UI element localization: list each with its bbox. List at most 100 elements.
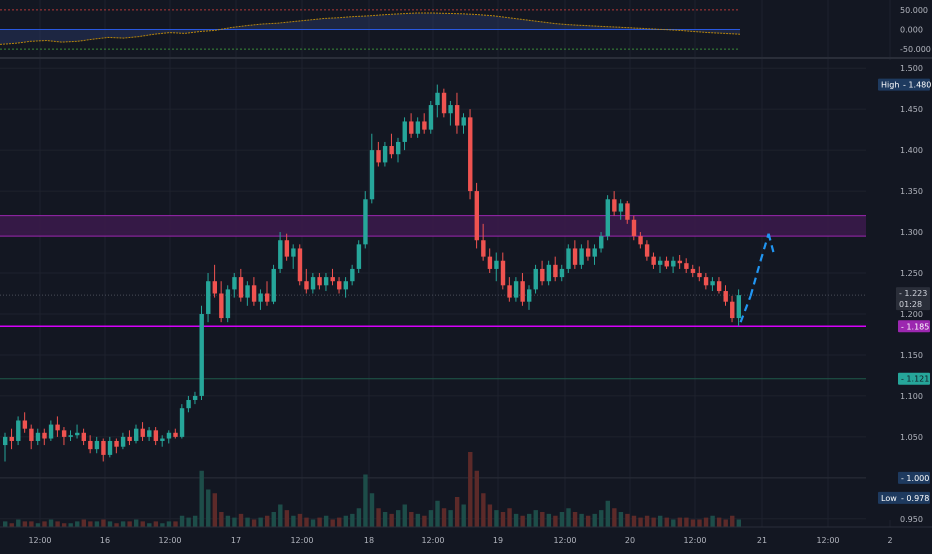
horizontal-lines[interactable]	[0, 294, 866, 479]
forecast-segment[interactable]	[759, 233, 770, 262]
candle-body[interactable]	[343, 281, 348, 290]
candle-body[interactable]	[278, 240, 283, 269]
candle-body[interactable]	[461, 117, 466, 126]
candle-body[interactable]	[192, 395, 198, 401]
candle-body[interactable]	[134, 428, 139, 441]
candle-body[interactable]	[527, 289, 532, 302]
candle-body[interactable]	[107, 440, 113, 455]
candle-body[interactable]	[173, 432, 178, 437]
candle-body[interactable]	[120, 436, 126, 447]
candle-body[interactable]	[697, 273, 702, 278]
candle-body[interactable]	[337, 281, 342, 290]
candle-body[interactable]	[304, 281, 309, 290]
candle-body[interactable]	[245, 285, 250, 298]
forecast-segment[interactable]	[749, 260, 762, 297]
candle-body[interactable]	[396, 141, 401, 155]
candle-body[interactable]	[225, 289, 231, 319]
forecast-projection[interactable]	[739, 233, 776, 323]
candle-body[interactable]	[671, 260, 676, 267]
candle-body[interactable]	[186, 400, 191, 409]
candle-body[interactable]	[644, 244, 650, 257]
candle-body[interactable]	[258, 293, 263, 302]
candle-body[interactable]	[625, 203, 630, 220]
resistance-zone[interactable]	[0, 215, 866, 237]
candle-body[interactable]	[658, 260, 663, 265]
candle-body[interactable]	[428, 105, 434, 130]
candle-body[interactable]	[140, 428, 145, 437]
candle-body[interactable]	[389, 146, 394, 155]
candle-body[interactable]	[206, 281, 211, 314]
candle-body[interactable]	[363, 199, 368, 245]
candle-body[interactable]	[382, 146, 388, 163]
candle-body[interactable]	[22, 420, 28, 429]
candle-body[interactable]	[238, 277, 244, 298]
candle-body[interactable]	[487, 256, 493, 269]
candle-body[interactable]	[147, 430, 152, 437]
candle-body[interactable]	[153, 430, 159, 441]
candle-body[interactable]	[212, 281, 217, 294]
candle-body[interactable]	[494, 260, 499, 269]
forecast-segment[interactable]	[739, 295, 752, 323]
candle-body[interactable]	[402, 121, 407, 142]
candle-body[interactable]	[592, 248, 597, 257]
candle-body[interactable]	[323, 277, 329, 286]
indicator-price-axis[interactable]: 50.000 0.000 -50.000	[900, 6, 931, 54]
candle-body[interactable]	[468, 117, 473, 192]
candle-body[interactable]	[435, 92, 440, 106]
candle-body[interactable]	[94, 440, 100, 450]
candle-body[interactable]	[500, 260, 506, 286]
candle-body[interactable]	[3, 436, 8, 446]
candle-body[interactable]	[271, 268, 276, 302]
candle-body[interactable]	[730, 301, 735, 319]
candle-body[interactable]	[441, 92, 447, 114]
candle-body[interactable]	[481, 240, 486, 257]
candle-body[interactable]	[376, 150, 381, 163]
candle-body[interactable]	[422, 121, 427, 130]
candlesticks[interactable]	[3, 84, 741, 462]
candle-body[interactable]	[81, 432, 86, 441]
forecast-segment[interactable]	[767, 233, 776, 257]
candle-body[interactable]	[612, 199, 617, 212]
indicator-pane[interactable]: 50.000 0.000 -50.000	[0, 6, 931, 54]
candle-body[interactable]	[572, 248, 578, 265]
candle-body[interactable]	[284, 240, 290, 257]
candle-body[interactable]	[474, 191, 479, 241]
candle-body[interactable]	[553, 264, 558, 278]
candle-body[interactable]	[690, 268, 696, 274]
candle-body[interactable]	[454, 105, 460, 126]
candle-body[interactable]	[297, 248, 303, 282]
candle-body[interactable]	[415, 121, 421, 134]
candle-body[interactable]	[61, 430, 67, 437]
candle-body[interactable]	[310, 277, 316, 290]
candle-body[interactable]	[251, 285, 257, 302]
candle-body[interactable]	[703, 277, 709, 286]
candle-body[interactable]	[507, 285, 512, 298]
candle-body[interactable]	[723, 291, 728, 302]
candle-body[interactable]	[166, 432, 172, 439]
candle-body[interactable]	[16, 420, 21, 441]
candle-body[interactable]	[664, 260, 669, 267]
candle-body[interactable]	[232, 277, 237, 290]
candle-body[interactable]	[618, 203, 624, 212]
candle-body[interactable]	[350, 268, 355, 282]
candle-body[interactable]	[736, 295, 741, 319]
candle-body[interactable]	[55, 424, 60, 431]
candle-body[interactable]	[566, 248, 571, 269]
candle-body[interactable]	[219, 293, 224, 319]
candle-body[interactable]	[160, 438, 165, 441]
candle-body[interactable]	[291, 248, 296, 257]
candle-body[interactable]	[369, 150, 375, 200]
candle-body[interactable]	[631, 219, 637, 237]
candle-body[interactable]	[9, 436, 14, 441]
candle-body[interactable]	[605, 199, 610, 237]
candle-body[interactable]	[199, 313, 204, 396]
candle-body[interactable]	[179, 408, 185, 437]
candle-body[interactable]	[448, 105, 453, 114]
time-axis[interactable]: 12:00 16 12:00 17 12:00 18 12:00 19 12:00 20 12:00…	[28, 536, 892, 545]
candle-body[interactable]	[513, 281, 519, 298]
candle-body[interactable]	[579, 248, 584, 265]
candle-body[interactable]	[42, 432, 47, 439]
candle-body[interactable]	[716, 281, 722, 292]
